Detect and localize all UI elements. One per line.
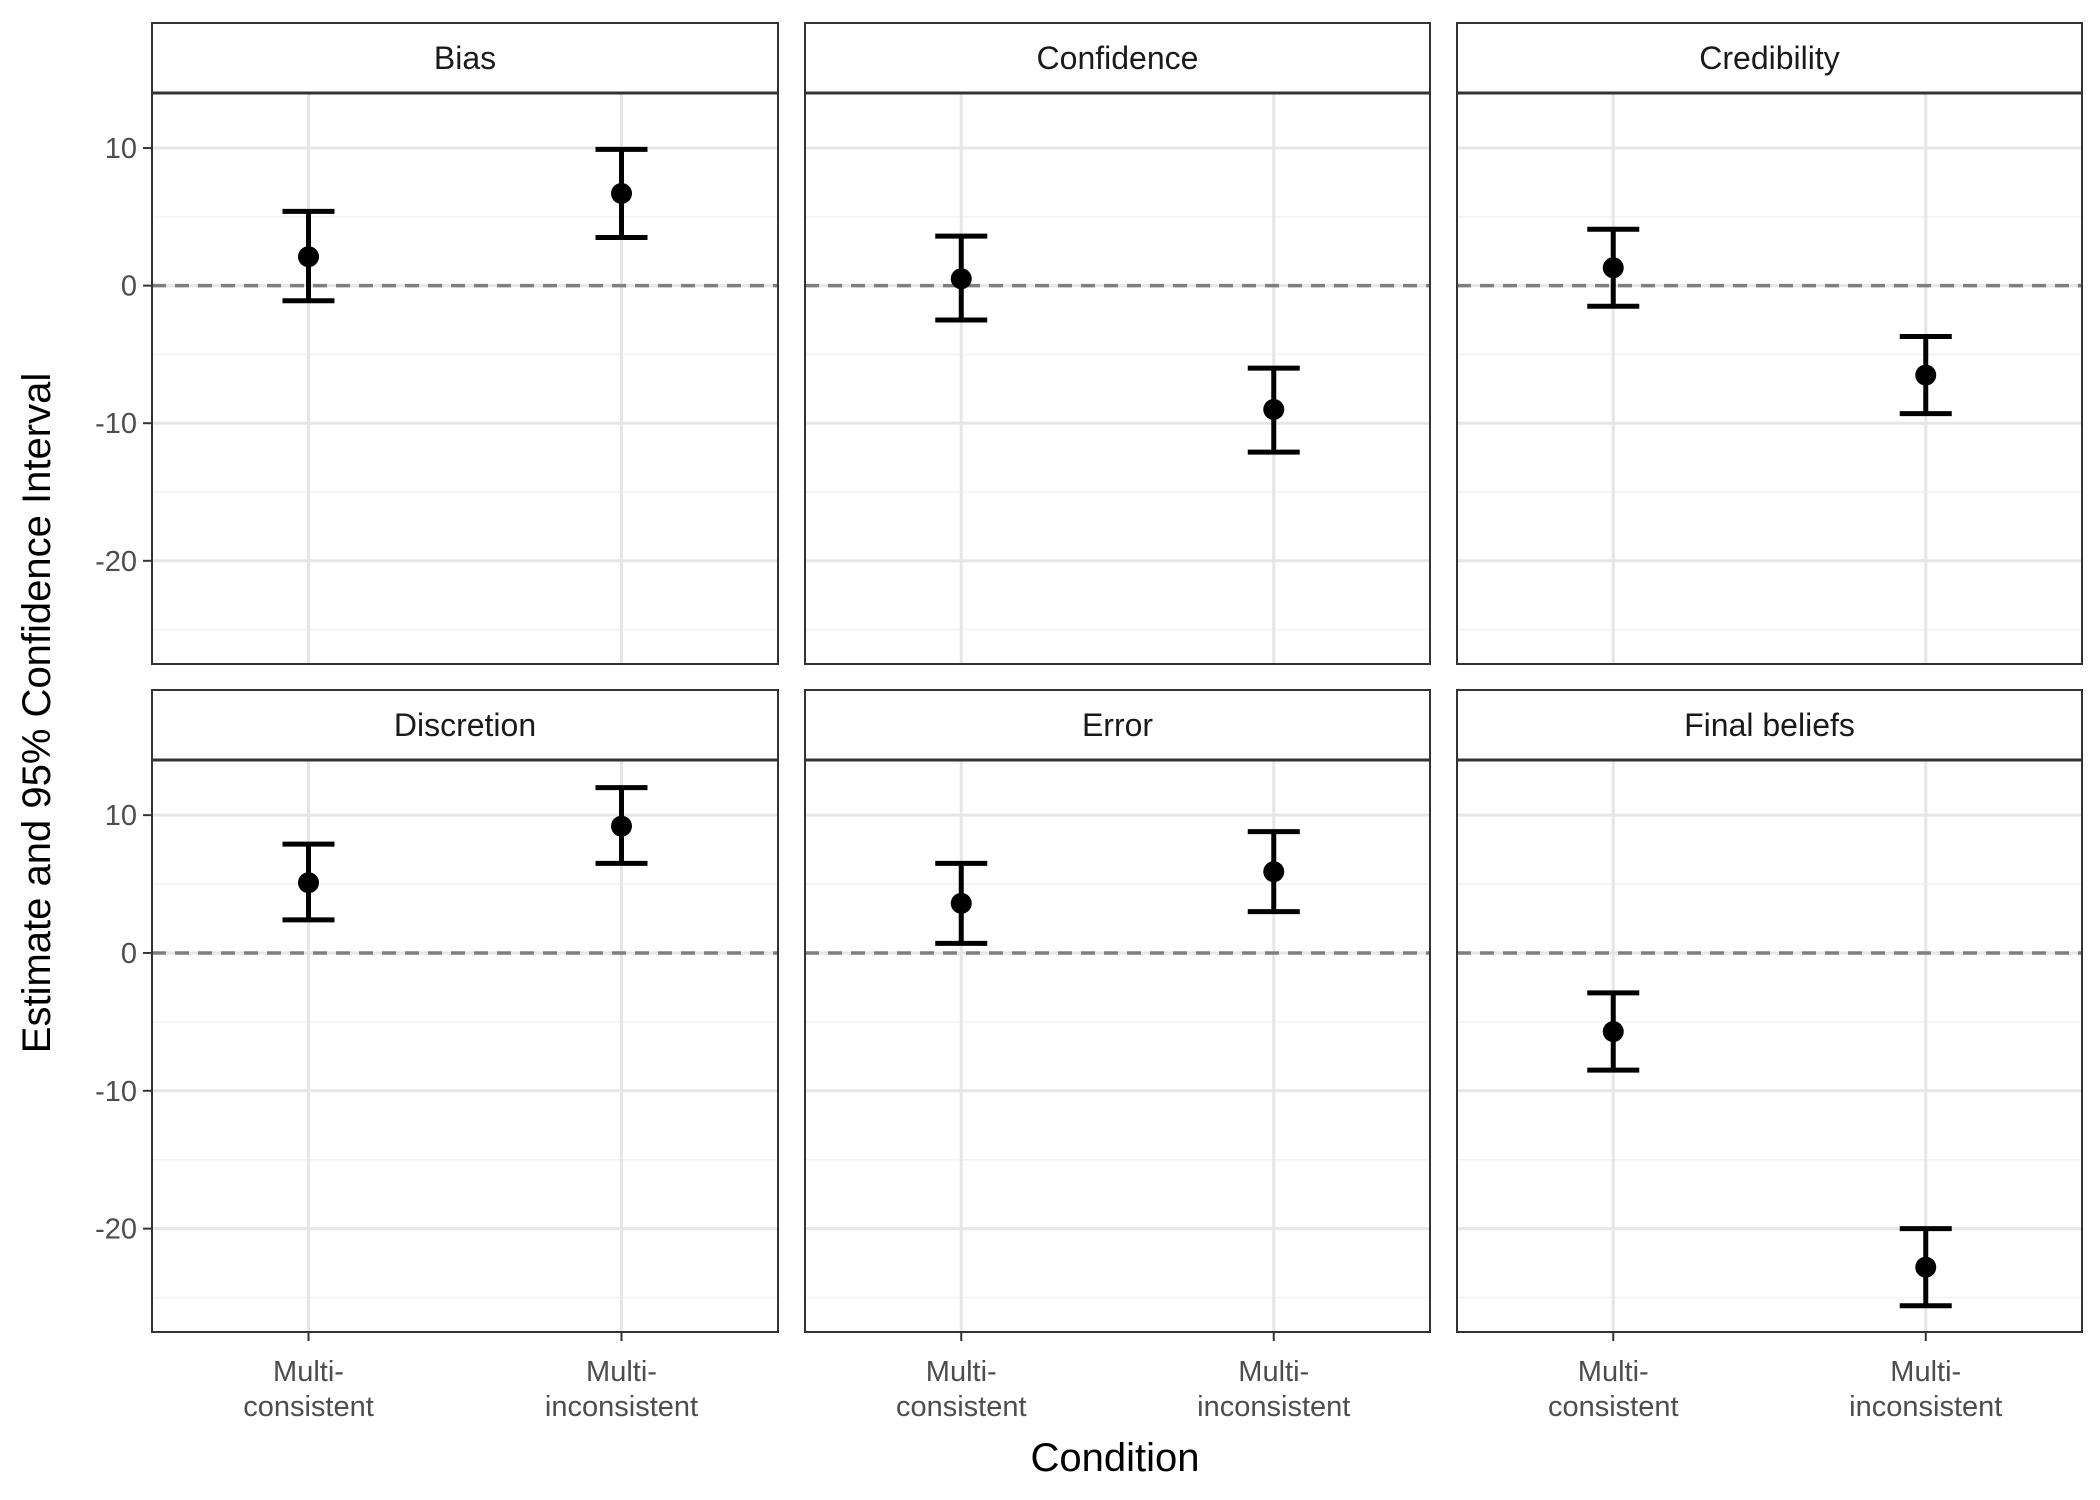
point-estimate-multi-consistent — [950, 892, 972, 914]
panel-background — [805, 93, 1430, 664]
x-tick-label-line: Multi- — [273, 1356, 344, 1388]
facet-title: Error — [1082, 707, 1153, 743]
y-tick-label: 0 — [121, 938, 137, 970]
x-tick-label-line: inconsistent — [1849, 1391, 2002, 1423]
facet-title: Bias — [434, 40, 496, 76]
x-tick-label-line: consistent — [243, 1391, 374, 1423]
panel-background — [152, 93, 778, 664]
panel-background — [1457, 760, 2082, 1332]
point-estimate-multi-consistent — [1602, 1021, 1624, 1043]
y-tick-label: 10 — [105, 133, 137, 165]
facet-strip — [151, 689, 779, 761]
panel-background — [1457, 93, 2082, 664]
facet-strip — [1456, 22, 2083, 94]
x-tick-label-line: Multi- — [586, 1356, 657, 1388]
point-estimate-multi-inconsistent — [611, 815, 632, 837]
point-estimate-multi-consistent — [298, 246, 319, 268]
x-tick-label: Multi-inconsistent — [1849, 1356, 2002, 1423]
y-tick-label: 0 — [121, 271, 137, 303]
y-axis-title: Estimate and 95% Confidence Interval — [15, 373, 59, 1053]
point-estimate-multi-inconsistent — [1263, 398, 1285, 420]
x-tick-label-line: Multi- — [926, 1356, 997, 1388]
facet-title: Final beliefs — [1684, 707, 1855, 743]
y-tick-label: 10 — [105, 800, 137, 832]
y-tick-label: -20 — [95, 1214, 137, 1246]
x-tick-label-line: inconsistent — [545, 1391, 698, 1423]
point-estimate-multi-inconsistent — [1263, 861, 1285, 883]
point-estimate-multi-consistent — [298, 872, 319, 894]
y-tick-label: -20 — [95, 546, 137, 578]
point-estimate-multi-inconsistent — [611, 182, 632, 204]
facet-credibility: Credibility — [1456, 22, 2083, 665]
x-tick-label-line: inconsistent — [1197, 1391, 1350, 1423]
facet-title: Confidence — [1037, 40, 1199, 76]
facet-bias: Bias 10 0 -10 -20 — [95, 22, 779, 665]
x-tick-label-line: Multi- — [1578, 1356, 1649, 1388]
x-tick-label-line: consistent — [896, 1391, 1027, 1423]
facet-final-beliefs: Final beliefsMulti-consistentMulti-incon… — [1456, 689, 2083, 1423]
x-tick-label: Multi-inconsistent — [545, 1356, 698, 1423]
x-tick-label: Multi-consistent — [896, 1356, 1027, 1423]
facet-strip — [151, 22, 779, 94]
facet-panels: Bias 10 0 -10 -20 Confidence Credibility Discre… — [95, 22, 2083, 1423]
facet-title: Discretion — [394, 707, 536, 743]
x-tick-label: Multi-consistent — [243, 1356, 374, 1423]
point-estimate-multi-inconsistent — [1915, 364, 1937, 386]
panel-background — [152, 760, 778, 1332]
x-tick-label-line: Multi- — [1238, 1356, 1309, 1388]
x-tick-label: Multi-inconsistent — [1197, 1356, 1350, 1423]
y-tick-label: -10 — [95, 1076, 137, 1108]
facet-title: Credibility — [1699, 40, 1839, 76]
facet-discretion: Discretion100-10-20Multi-consistentMulti… — [95, 689, 779, 1423]
point-estimate-multi-consistent — [1602, 257, 1624, 279]
point-estimate-multi-inconsistent — [1915, 1256, 1937, 1278]
x-tick-label-line: consistent — [1548, 1391, 1679, 1423]
x-tick-label-line: Multi- — [1890, 1356, 1961, 1388]
y-tick-label: -10 — [95, 408, 137, 440]
facet-confidence: Confidence — [804, 22, 1431, 665]
x-tick-label: Multi-consistent — [1548, 1356, 1679, 1423]
x-axis-title: Condition — [1030, 1436, 1199, 1480]
facet-strip — [804, 22, 1431, 94]
point-estimate-multi-consistent — [950, 268, 972, 290]
panel-background — [805, 760, 1430, 1332]
